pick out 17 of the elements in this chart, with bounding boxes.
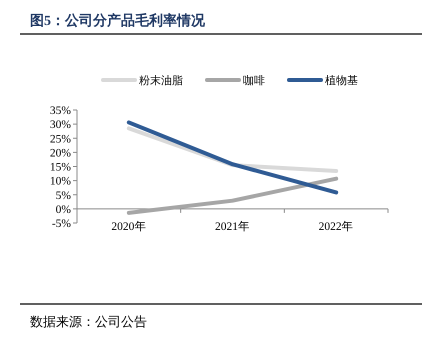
- y-tick-label: 10%: [50, 176, 72, 188]
- x-tick-label: 2021年: [215, 220, 250, 233]
- legend: 植物基: [325, 75, 358, 87]
- legend: 咖啡: [243, 75, 265, 87]
- y-tick-label: 20%: [50, 147, 72, 160]
- y-tick-label: -5%: [52, 218, 72, 230]
- x-tick-label: 2022年: [318, 220, 354, 233]
- y-tick-label: 0%: [56, 204, 72, 216]
- y-tick-label: 5%: [56, 190, 72, 202]
- annotation: 数据来源：公司公告: [30, 314, 147, 329]
- y-tick-label: 30%: [50, 119, 72, 132]
- y-tick-label: 15%: [50, 162, 72, 174]
- title: 图5：公司分产品毛利率情况: [30, 14, 205, 29]
- legend: 粉末油脂: [139, 75, 183, 87]
- x-tick-label: 2020年: [111, 220, 146, 233]
- y-tick-label: 35%: [50, 105, 72, 117]
- y-tick-label: 25%: [50, 133, 72, 146]
